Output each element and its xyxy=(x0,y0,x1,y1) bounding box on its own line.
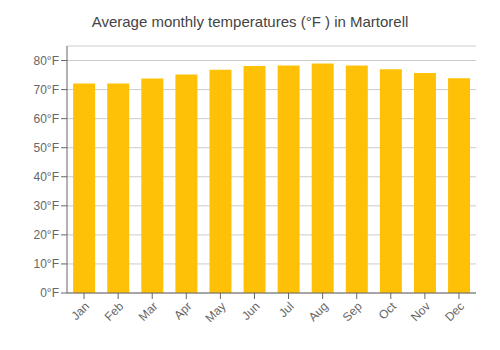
svg-text:Sep: Sep xyxy=(340,299,365,324)
svg-text:20°F: 20°F xyxy=(34,228,59,242)
svg-text:May: May xyxy=(203,299,229,325)
svg-text:40°F: 40°F xyxy=(34,170,59,184)
svg-text:Jan: Jan xyxy=(69,299,93,323)
svg-text:Dec: Dec xyxy=(442,299,467,324)
svg-text:30°F: 30°F xyxy=(34,199,59,213)
svg-text:Apr: Apr xyxy=(171,299,194,322)
svg-text:80°F: 80°F xyxy=(34,54,59,68)
svg-text:60°F: 60°F xyxy=(34,112,59,126)
svg-text:0°F: 0°F xyxy=(40,286,59,300)
svg-text:70°F: 70°F xyxy=(34,83,59,97)
svg-text:Nov: Nov xyxy=(408,299,433,324)
svg-text:Feb: Feb xyxy=(102,299,127,324)
svg-text:Jul: Jul xyxy=(276,299,297,320)
svg-text:Mar: Mar xyxy=(136,299,161,324)
svg-text:Oct: Oct xyxy=(376,299,400,323)
svg-text:50°F: 50°F xyxy=(34,141,59,155)
svg-text:Aug: Aug xyxy=(306,299,331,324)
svg-text:Jun: Jun xyxy=(239,299,263,323)
svg-text:10°F: 10°F xyxy=(34,257,59,271)
html-text:Average monthly temperatures (: Average monthly temperatures (°F ) in Ma… xyxy=(91,13,409,30)
